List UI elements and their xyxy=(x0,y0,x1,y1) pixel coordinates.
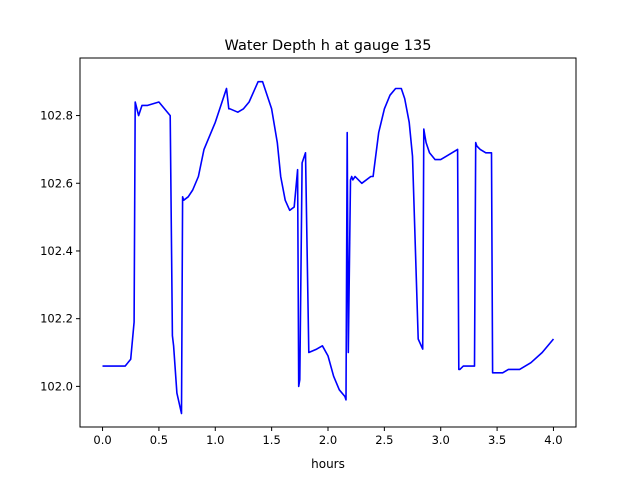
x-tick-label: 3.5 xyxy=(488,433,506,447)
x-tick-label: 0.5 xyxy=(150,433,168,447)
x-tick-label: 0.0 xyxy=(93,433,111,447)
x-tick-label: 1.5 xyxy=(262,433,280,447)
x-tick-label: 3.0 xyxy=(432,433,450,447)
chart-title: Water Depth h at gauge 135 xyxy=(225,38,432,54)
x-axis-label: hours xyxy=(311,457,345,471)
y-tick-label: 102.2 xyxy=(40,312,73,326)
y-tick-label: 102.0 xyxy=(40,379,73,393)
y-tick-label: 102.6 xyxy=(40,176,73,190)
x-tick-label: 4.0 xyxy=(544,433,562,447)
y-axis: 102.0 102.2 102.4 102.6 102.8 xyxy=(40,109,80,393)
y-tick-label: 102.8 xyxy=(40,109,73,123)
x-axis: 0.0 0.5 1.0 1.5 2.0 2.5 3.0 3.5 4.0 xyxy=(93,427,563,447)
series-line-0 xyxy=(102,80,555,415)
x-tick-label: 1.0 xyxy=(206,433,224,447)
x-tick-label: 2.0 xyxy=(319,433,337,447)
x-tick-label: 2.5 xyxy=(375,433,393,447)
axes-frame xyxy=(79,57,577,428)
y-tick-label: 102.4 xyxy=(40,244,73,258)
plot-area xyxy=(102,80,555,415)
